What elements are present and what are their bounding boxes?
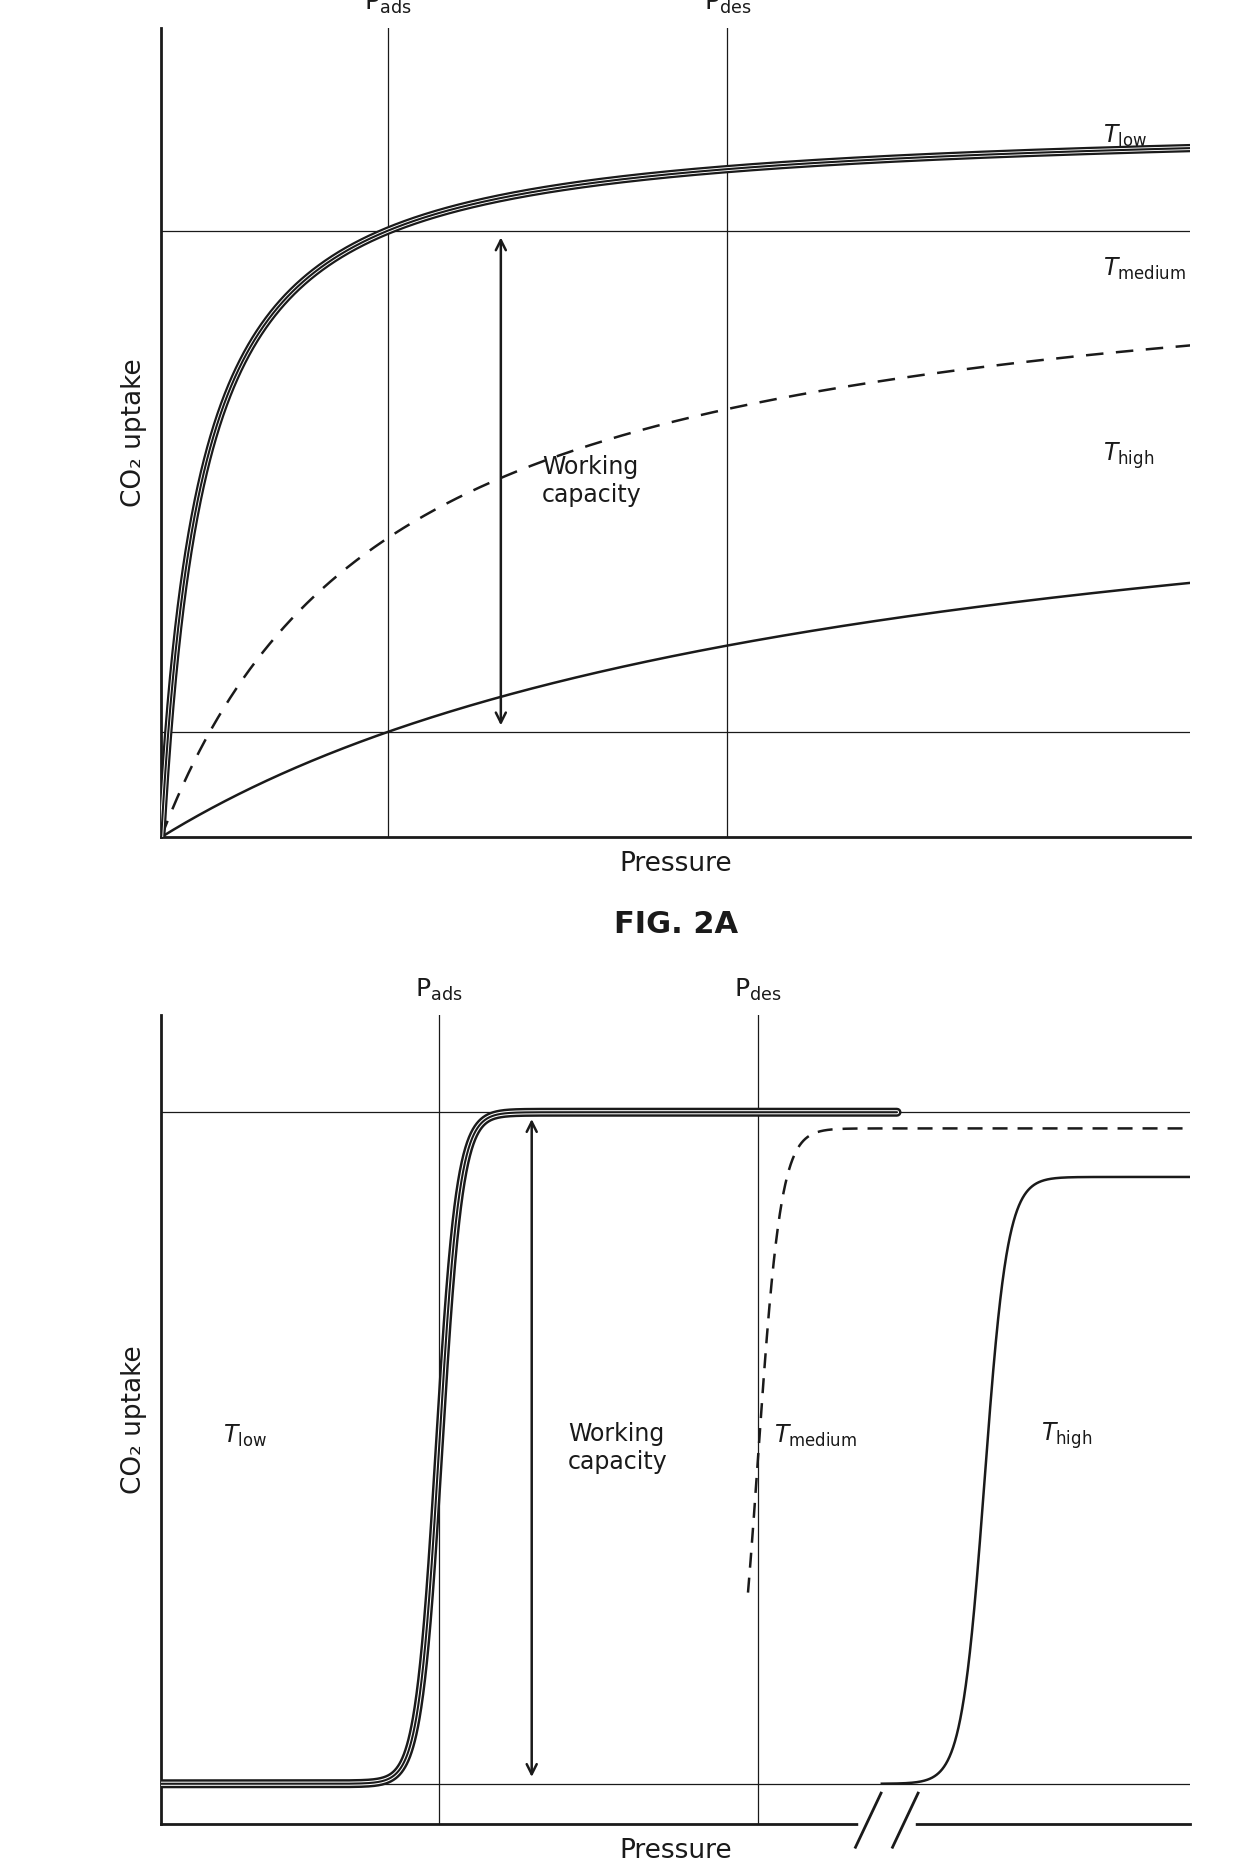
X-axis label: Pressure: Pressure bbox=[620, 1837, 732, 1864]
Text: Working
capacity: Working capacity bbox=[542, 455, 642, 507]
Text: $\mathrm{P}_{\mathrm{ads}}$: $\mathrm{P}_{\mathrm{ads}}$ bbox=[415, 977, 463, 1003]
Y-axis label: CO₂ uptake: CO₂ uptake bbox=[122, 1345, 148, 1495]
Text: Working
capacity: Working capacity bbox=[568, 1422, 667, 1474]
Text: $T_{\mathrm{low}}$: $T_{\mathrm{low}}$ bbox=[223, 1422, 267, 1448]
Text: $\mathrm{P}_{\mathrm{des}}$: $\mathrm{P}_{\mathrm{des}}$ bbox=[703, 0, 751, 17]
X-axis label: Pressure: Pressure bbox=[620, 851, 732, 877]
Text: $T_{\mathrm{high}}$: $T_{\mathrm{high}}$ bbox=[1102, 440, 1154, 471]
Y-axis label: CO₂ uptake: CO₂ uptake bbox=[122, 357, 148, 507]
Text: $\mathrm{P}_{\mathrm{ads}}$: $\mathrm{P}_{\mathrm{ads}}$ bbox=[363, 0, 412, 17]
Text: $T_{\mathrm{low}}$: $T_{\mathrm{low}}$ bbox=[1102, 122, 1147, 148]
Text: FIG. 2A: FIG. 2A bbox=[614, 909, 738, 939]
Text: $T_{\mathrm{medium}}$: $T_{\mathrm{medium}}$ bbox=[774, 1422, 857, 1448]
Text: $\mathrm{P}_{\mathrm{des}}$: $\mathrm{P}_{\mathrm{des}}$ bbox=[734, 977, 782, 1003]
Text: $T_{\mathrm{medium}}$: $T_{\mathrm{medium}}$ bbox=[1102, 256, 1185, 283]
Text: $T_{\mathrm{high}}$: $T_{\mathrm{high}}$ bbox=[1042, 1420, 1092, 1452]
